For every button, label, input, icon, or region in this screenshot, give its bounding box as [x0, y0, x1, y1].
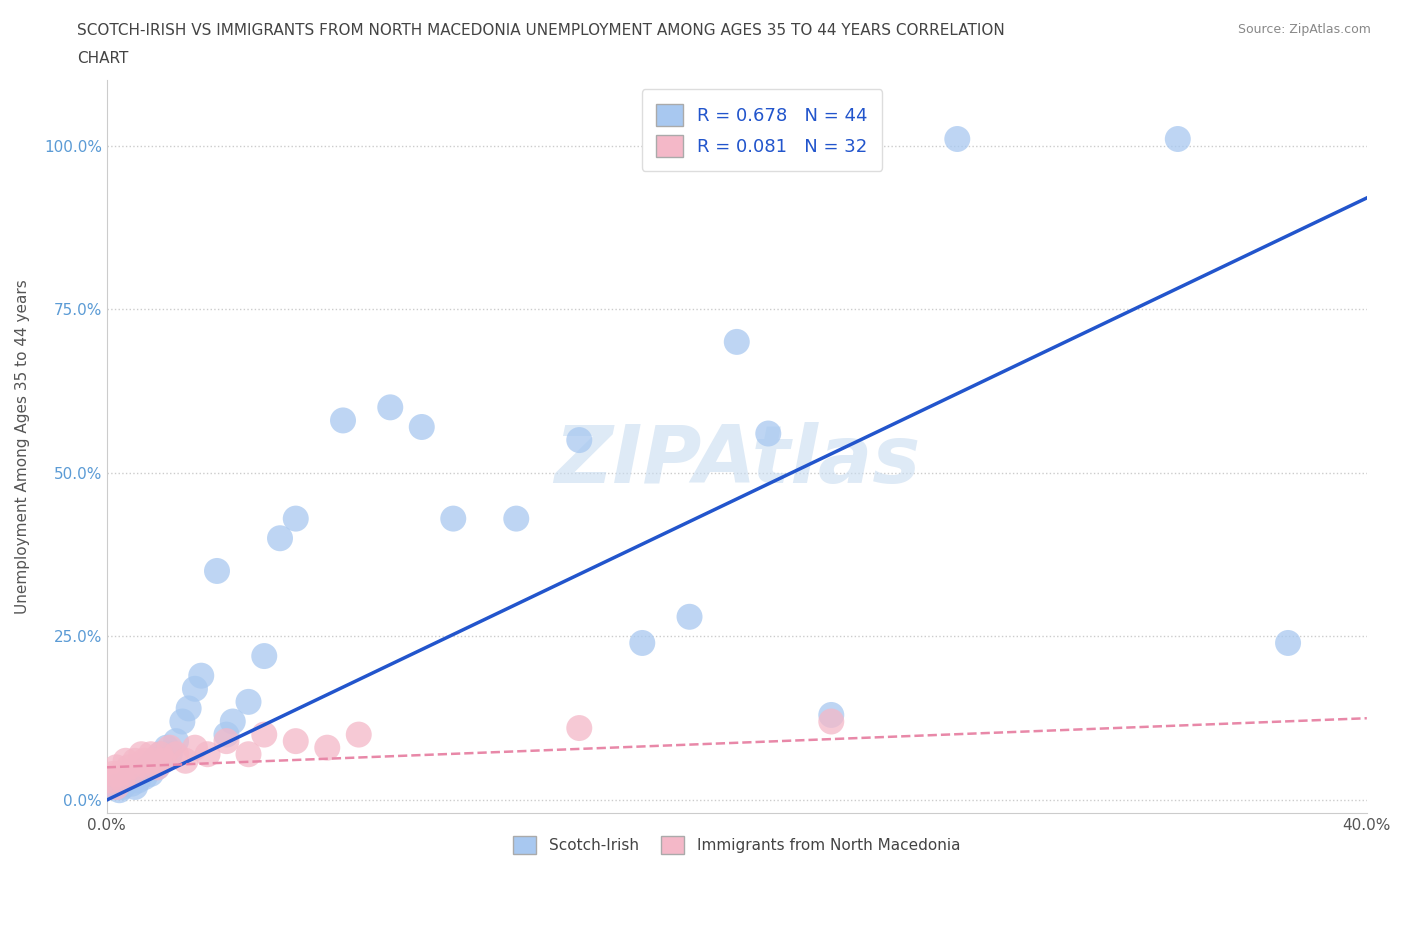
Point	[222, 714, 245, 729]
Point	[177, 701, 200, 716]
Point	[174, 753, 197, 768]
Point	[131, 766, 153, 781]
Point	[121, 766, 143, 781]
Point	[184, 682, 207, 697]
Point	[146, 760, 169, 775]
Point	[725, 335, 748, 350]
Point	[165, 734, 187, 749]
Point	[155, 740, 177, 755]
Point	[114, 777, 136, 791]
Point	[159, 747, 181, 762]
Legend: Scotch-Irish, Immigrants from North Macedonia: Scotch-Irish, Immigrants from North Mace…	[508, 830, 966, 860]
Point	[136, 760, 159, 775]
Text: ZIPAtlas: ZIPAtlas	[554, 422, 920, 500]
Point	[1277, 635, 1299, 650]
Point	[568, 721, 591, 736]
Point	[105, 779, 128, 794]
Point	[124, 779, 146, 794]
Point	[253, 648, 276, 663]
Point	[134, 753, 156, 768]
Point	[111, 779, 134, 794]
Point	[380, 400, 402, 415]
Point	[505, 512, 527, 526]
Point	[143, 753, 166, 768]
Point	[284, 512, 307, 526]
Point	[284, 734, 307, 749]
Point	[190, 669, 212, 684]
Text: Source: ZipAtlas.com: Source: ZipAtlas.com	[1237, 23, 1371, 36]
Point	[820, 714, 842, 729]
Point	[118, 760, 141, 775]
Point	[108, 766, 131, 781]
Point	[111, 773, 134, 788]
Point	[105, 779, 128, 794]
Y-axis label: Unemployment Among Ages 35 to 44 years: Unemployment Among Ages 35 to 44 years	[15, 279, 30, 614]
Point	[131, 747, 153, 762]
Point	[441, 512, 464, 526]
Point	[139, 766, 162, 781]
Point	[1167, 131, 1189, 146]
Point	[631, 635, 654, 650]
Point	[253, 727, 276, 742]
Point	[197, 747, 219, 762]
Point	[108, 783, 131, 798]
Point	[127, 760, 149, 775]
Point	[152, 753, 174, 768]
Point	[568, 432, 591, 447]
Point	[124, 753, 146, 768]
Point	[172, 714, 194, 729]
Point	[127, 773, 149, 788]
Point	[820, 708, 842, 723]
Point	[756, 426, 779, 441]
Point	[134, 770, 156, 785]
Point	[105, 760, 128, 775]
Point	[149, 747, 172, 762]
Point	[143, 753, 166, 768]
Point	[146, 760, 169, 775]
Point	[101, 766, 124, 781]
Point	[946, 131, 969, 146]
Text: SCOTCH-IRISH VS IMMIGRANTS FROM NORTH MACEDONIA UNEMPLOYMENT AMONG AGES 35 TO 44: SCOTCH-IRISH VS IMMIGRANTS FROM NORTH MA…	[77, 23, 1005, 38]
Point	[269, 531, 291, 546]
Point	[347, 727, 370, 742]
Point	[136, 760, 159, 775]
Point	[215, 727, 238, 742]
Point	[98, 773, 121, 788]
Point	[215, 734, 238, 749]
Point	[184, 740, 207, 755]
Point	[238, 695, 260, 710]
Point	[165, 747, 187, 762]
Point	[159, 740, 181, 755]
Point	[152, 753, 174, 768]
Point	[678, 609, 700, 624]
Point	[114, 753, 136, 768]
Point	[332, 413, 354, 428]
Point	[121, 777, 143, 791]
Point	[411, 419, 433, 434]
Point	[238, 747, 260, 762]
Point	[205, 564, 228, 578]
Point	[139, 747, 162, 762]
Point	[118, 773, 141, 788]
Point	[149, 747, 172, 762]
Point	[316, 740, 339, 755]
Text: CHART: CHART	[77, 51, 129, 66]
